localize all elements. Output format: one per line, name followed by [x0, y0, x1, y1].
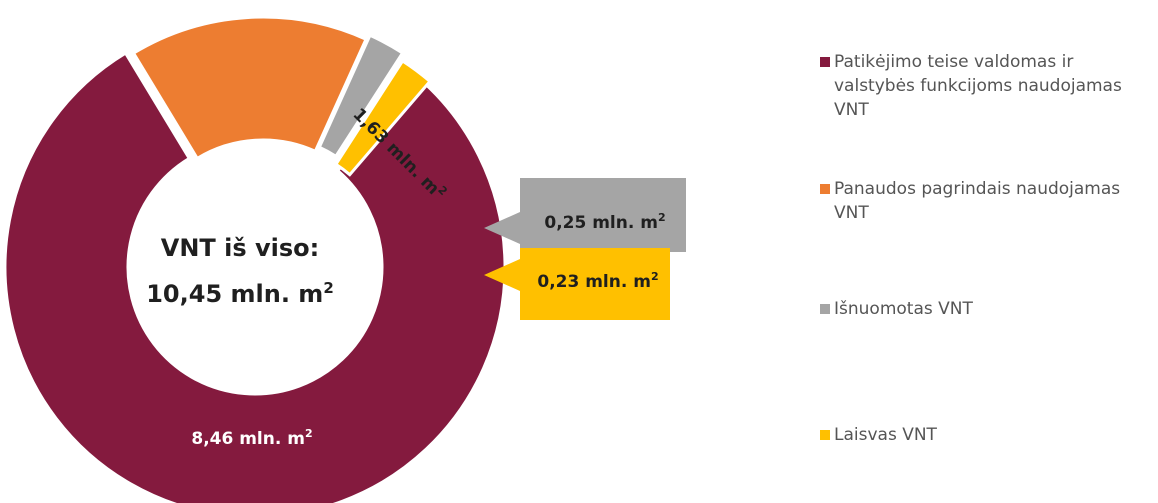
donut-slice: [131, 15, 368, 161]
legend-item-free: Laisvas VNT: [820, 423, 1150, 447]
legend-label: Laisvas VNT: [834, 425, 937, 445]
center-label-total: 10,45 mln. m: [146, 280, 324, 308]
legend-label: Panaudos pagrindais naudojamas VNT: [834, 179, 1121, 223]
legend-swatch: [820, 430, 830, 440]
data-label: 0,25 mln. m2: [544, 211, 665, 233]
data-label-sup: 2: [658, 211, 666, 224]
center-label-line1: VNT iš viso:: [160, 234, 320, 262]
legend-swatch: [820, 304, 830, 314]
legend-swatch: [820, 57, 830, 67]
donut-slice: [333, 58, 433, 177]
center-label-sup: 2: [323, 279, 334, 297]
data-label-sup: 2: [651, 270, 659, 283]
legend-item-lending: Panaudos pagrindais naudojamas VNT: [820, 177, 1150, 225]
donut-slice: [317, 33, 405, 159]
center-label-line2: 10,45 mln. m2: [130, 268, 350, 314]
callout-box: [484, 178, 686, 252]
data-label-sup: 2: [305, 427, 313, 440]
data-label: 0,23 mln. m2: [537, 270, 658, 292]
data-label-value: 0,25 mln. m: [544, 213, 658, 233]
callout-box: [484, 248, 670, 320]
legend-swatch: [820, 184, 830, 194]
data-label-value: 0,23 mln. m: [537, 272, 651, 292]
legend-item-trust: Patikėjimo teise valdomas ir valstybės f…: [820, 50, 1150, 122]
legend-item-leased: Išnuomotas VNT: [820, 297, 1150, 321]
donut-slice: [3, 51, 507, 503]
data-label-value: 8,46 mln. m: [191, 429, 305, 449]
legend-label: Patikėjimo teise valdomas ir valstybės f…: [834, 52, 1122, 120]
data-label: 8,46 mln. m2: [191, 427, 312, 449]
chart-center-label: VNT iš viso: 10,45 mln. m2: [130, 228, 350, 314]
legend-label: Išnuomotas VNT: [834, 299, 973, 319]
